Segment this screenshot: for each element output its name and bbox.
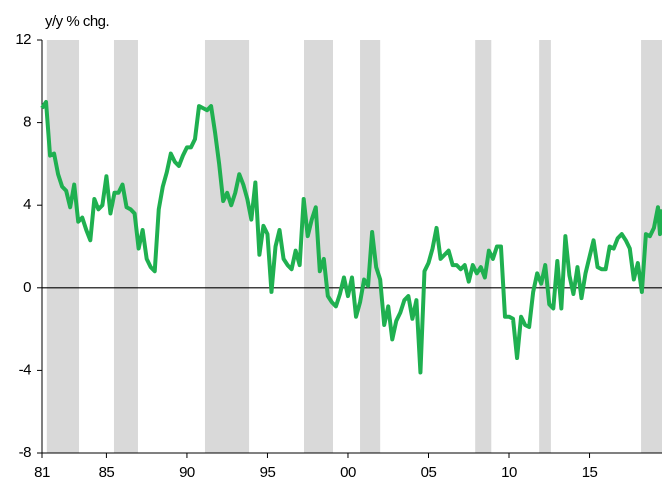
x-tick-label: 05 — [421, 464, 437, 481]
y-axis-label: y/y % chg. — [45, 13, 109, 30]
y-tick-label: 8 — [23, 114, 31, 131]
shaded-period — [46, 40, 80, 453]
x-tick-label: 81 — [34, 464, 50, 481]
shaded-period — [641, 40, 662, 453]
shaded-period — [475, 40, 492, 453]
x-tick-label: 90 — [179, 464, 195, 481]
y-tick-label: 0 — [23, 279, 31, 296]
shaded-period — [113, 40, 138, 453]
x-tick-label: 95 — [260, 464, 276, 481]
x-tick-label: 85 — [99, 464, 115, 481]
y-tick-label: 12 — [15, 31, 31, 48]
shaded-period — [539, 40, 551, 453]
y-tick-label: -4 — [19, 361, 31, 378]
x-tick-label: 15 — [582, 464, 598, 481]
shaded-period — [204, 40, 250, 453]
y-tick-label: -8 — [19, 444, 31, 461]
x-tick-label: 10 — [501, 464, 517, 481]
x-tick-label: 00 — [340, 464, 356, 481]
data-line — [40, 99, 662, 375]
y-tick-label: 4 — [23, 196, 31, 213]
